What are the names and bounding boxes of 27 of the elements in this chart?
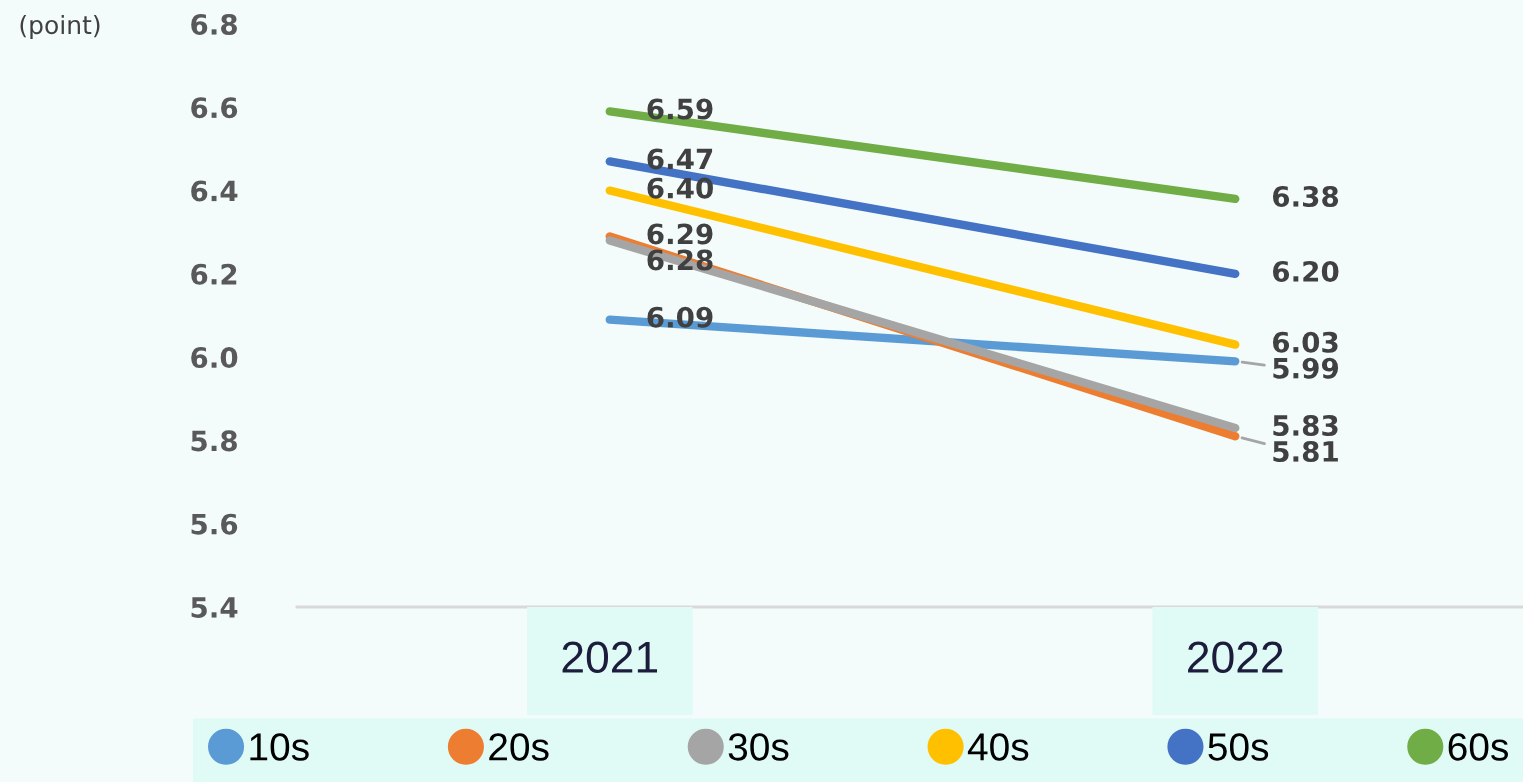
data-label: 6.47 [647, 148, 713, 170]
legend-label: 60s [1448, 733, 1508, 761]
x-tick-label: 2022 [1188, 641, 1283, 673]
y-tick-label: 6.0 [191, 347, 238, 369]
y-tick-label: 5.4 [191, 597, 238, 618]
y-tick-label: 6.2 [191, 263, 237, 285]
legend-label: 50s [1208, 733, 1269, 761]
data-label: 6.59 [647, 98, 713, 120]
data-label: 6.20 [1272, 260, 1339, 282]
data-label: 6.38 [1272, 185, 1339, 207]
legend-label: 20s [489, 733, 549, 761]
legend-label: 10s [250, 733, 309, 761]
data-label: 5.81 [1273, 440, 1338, 462]
legend-label: 40s [967, 733, 1029, 761]
data-label: 6.40 [647, 177, 713, 199]
y-tick-label: 6.6 [191, 97, 238, 119]
y-tick-label: 6.4 [191, 180, 238, 202]
y-axis-title: (point) [20, 14, 100, 40]
y-tick-label: 6.8 [191, 13, 237, 35]
data-label: 6.03 [1272, 331, 1338, 353]
y-tick-label: 5.6 [191, 513, 238, 535]
data-label: 6.29 [647, 223, 713, 245]
y-tick-label: 5.8 [191, 430, 237, 452]
x-tick-label: 2021 [562, 641, 658, 673]
data-label: 5.83 [1273, 414, 1338, 436]
data-label: 5.99 [1273, 357, 1339, 379]
legend-label: 30s [728, 733, 789, 761]
